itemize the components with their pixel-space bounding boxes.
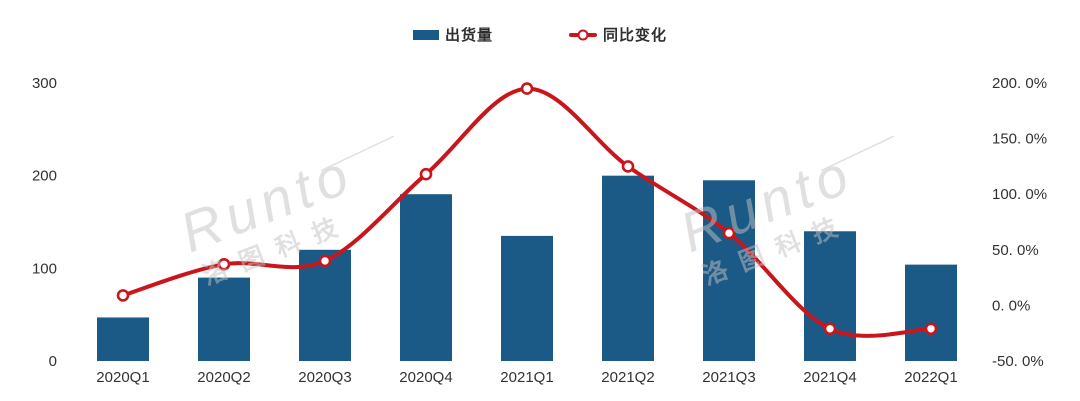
yoy-marker-2020Q1 [116,289,130,302]
yoy-marker-2021Q2 [621,160,635,173]
left-axis-tick-100: 100 [32,260,57,277]
right-axis-tick-150: 150. 0% [992,131,1047,148]
legend-item-shipments: 出货量 [412,24,493,45]
x-label-2021Q2: 2021Q2 [601,369,654,386]
bar-2021Q3 [703,180,755,361]
yoy-marker-2020Q3 [318,254,332,268]
x-label-2020Q2: 2020Q2 [197,369,250,386]
bar-2022Q1 [905,264,957,361]
bar-2020Q2 [198,277,250,361]
bar-2020Q1 [97,317,149,361]
yoy-marker-2020Q4 [419,167,433,181]
x-label-2021Q4: 2021Q4 [803,369,856,386]
right-axis-tick-200: 200. 0% [992,75,1047,92]
x-label-2020Q1: 2020Q1 [96,369,149,386]
bar-2021Q2 [602,175,654,361]
legend-bar-label: 出货量 [444,27,493,44]
right-axis-tick-100: 100. 0% [992,186,1047,203]
x-label-2022Q1: 2022Q1 [904,369,957,386]
left-axis-tick-200: 200 [32,168,57,185]
bar-2020Q4 [400,194,452,361]
bar-2021Q4 [804,231,856,361]
chart-legend: 出货量 同比变化 [0,24,1080,45]
yoy-marker-2020Q2 [217,257,231,271]
left-axis-tick-300: 300 [32,75,57,92]
legend-line-label: 同比变化 [603,27,668,44]
x-label-2021Q3: 2021Q3 [702,369,755,386]
yoy-marker-2021Q3 [722,226,736,240]
bar-2021Q1 [501,235,553,361]
right-axis-tick--50: -50. 0% [992,353,1044,370]
x-label-2021Q1: 2021Q1 [500,369,553,386]
legend-line-swatch [569,29,597,40]
left-axis-tick-0: 0 [49,353,57,370]
x-label-2020Q3: 2020Q3 [298,369,351,386]
yoy-marker-2021Q4 [823,322,837,336]
x-label-2020Q4: 2020Q4 [399,369,452,386]
right-axis-tick-50: 50. 0% [992,242,1039,259]
bar-2020Q3 [299,249,351,361]
yoy-marker-2022Q1 [924,322,938,336]
yoy-marker-2021Q1 [520,82,534,95]
legend-line-marker-icon [577,29,589,40]
legend-item-yoy: 同比变化 [569,24,667,45]
watermark-tail-line [320,135,395,172]
legend-bar-swatch [412,29,439,40]
right-axis-tick-0: 0. 0% [992,297,1030,314]
watermark-tail-line [820,135,895,172]
